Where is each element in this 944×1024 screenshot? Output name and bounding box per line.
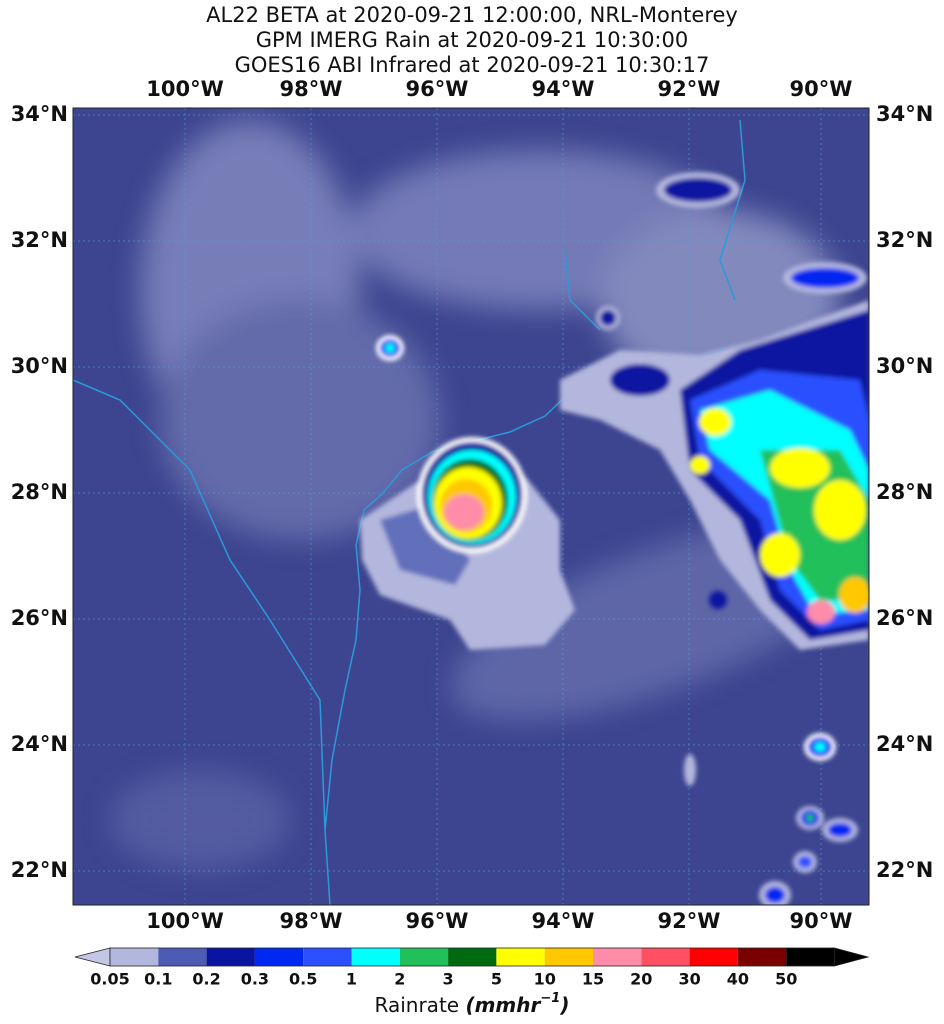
lat-label: 22°N	[11, 858, 68, 882]
title-line: GPM IMERG Rain at 2020-09-21 10:30:00	[256, 28, 688, 52]
lon-label: 90°W	[790, 77, 853, 101]
coastline	[73, 119, 746, 905]
colorbar-frame	[109, 947, 835, 967]
lon-label: 96°W	[406, 909, 469, 933]
colorbar-tick-label: 10	[534, 970, 556, 989]
lat-label: 30°N	[11, 354, 68, 378]
rain	[360, 172, 869, 905]
unit-exponent: −1	[540, 991, 560, 1006]
colorbar-box	[496, 948, 545, 966]
colorbar-box	[641, 948, 690, 966]
lat-label: 34°N	[11, 102, 68, 126]
title-line: AL22 BETA at 2020-09-21 12:00:00, NRL-Mo…	[206, 3, 738, 27]
map	[73, 108, 869, 905]
lon-label: 94°W	[532, 909, 595, 933]
lat-label: 22°N	[876, 858, 933, 882]
colorbar-box	[737, 948, 787, 966]
lat-label: 26°N	[11, 606, 68, 630]
colorbar-box	[448, 948, 497, 966]
colorbar-tick-label: 20	[630, 970, 652, 989]
lon-label: 100°W	[146, 77, 224, 101]
lat-label: 24°N	[876, 732, 933, 756]
unit: (mmhr	[465, 993, 541, 1017]
colorbar-tick-label: 0.1	[144, 970, 172, 989]
colorbar-box	[158, 948, 207, 966]
label-text: Rainrate	[375, 993, 460, 1017]
colorbar-tick-label: 1	[346, 970, 357, 989]
lon-label: 98°W	[280, 77, 343, 101]
lat-label: 26°N	[876, 606, 933, 630]
lat-label: 32°N	[11, 228, 68, 252]
lat-label: 28°N	[876, 480, 933, 504]
colorbar-box	[544, 948, 593, 966]
colorbar-label: Rainrate (mmhr−1)	[375, 991, 570, 1017]
colorbar-tick-label: 0.2	[192, 970, 220, 989]
colorbar-tick-label: 5	[491, 970, 502, 989]
colorbar: 0.05 0.1 0.2 0.3 0.5 1 2 3 5 10 15 20 30 40 50	[74, 947, 870, 989]
colorbar-over	[834, 947, 870, 967]
colorbar-tick-label: 40	[727, 970, 749, 989]
colorbar-box	[206, 948, 255, 966]
lon-label: 98°W	[280, 909, 343, 933]
lon-label: 94°W	[532, 77, 595, 101]
colorbar-tick-label: 15	[582, 970, 604, 989]
lon-label: 92°W	[658, 77, 721, 101]
colorbar-tick-label: 0.3	[241, 970, 269, 989]
colorbar-box	[254, 948, 304, 966]
lat-label: 34°N	[876, 102, 933, 126]
lat-label: 32°N	[876, 228, 933, 252]
lon-label: 92°W	[658, 909, 721, 933]
colorbar-box	[303, 948, 352, 966]
colorbar-box	[351, 948, 400, 966]
colorbar-tick-label: 3	[443, 970, 454, 989]
lat-label: 28°N	[11, 480, 68, 504]
title-line: GOES16 ABI Infrared at 2020-09-21 10:30:…	[235, 53, 710, 77]
lon-label: 96°W	[406, 77, 469, 101]
lat-label: 30°N	[876, 354, 933, 378]
colorbar-under	[74, 947, 111, 967]
map-frame	[72, 107, 870, 906]
colorbar-box	[593, 948, 642, 966]
lon-label: 90°W	[790, 909, 853, 933]
colorbar-tick-label: 2	[394, 970, 405, 989]
lat-label: 24°N	[11, 732, 68, 756]
colorbar-tick-label: 0.5	[289, 970, 317, 989]
colorbar-box	[399, 948, 449, 966]
unit-close: )	[559, 993, 569, 1017]
colorbar-tick-label: 30	[678, 970, 700, 989]
colorbar-box	[786, 948, 835, 966]
colorbar-tick-label: 0.05	[90, 970, 129, 989]
colorbar-box	[110, 948, 159, 966]
colorbar-tick-label: 50	[775, 970, 797, 989]
lon-label: 100°W	[146, 909, 224, 933]
colorbar-box	[689, 948, 738, 966]
